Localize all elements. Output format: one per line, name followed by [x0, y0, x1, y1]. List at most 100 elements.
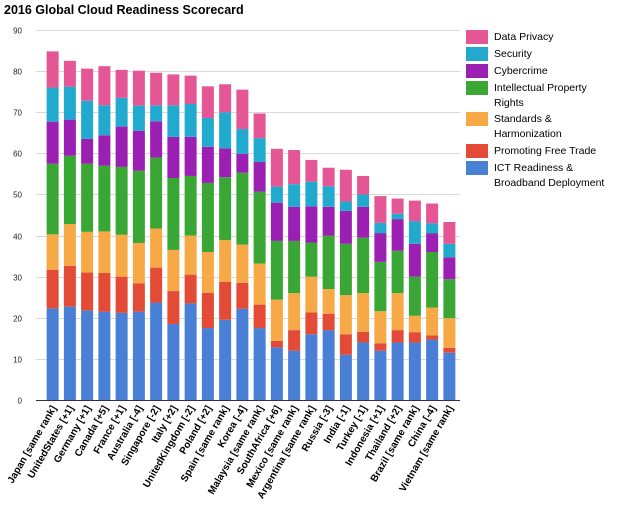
bar-stack — [408, 200, 421, 400]
bar-stack — [167, 74, 180, 400]
bar-stack — [322, 167, 335, 400]
bar-segment — [115, 312, 128, 400]
bar-segment — [98, 231, 111, 273]
legend-item[interactable]: Data Privacy — [466, 30, 554, 44]
bar-stack — [201, 86, 214, 400]
bar-segment — [46, 308, 59, 400]
bar-segment — [63, 155, 76, 225]
bar-segment — [391, 198, 404, 214]
bar-segment — [201, 252, 214, 293]
bar-segment — [219, 84, 232, 113]
bar-segment — [305, 206, 318, 243]
bar-segment — [374, 233, 387, 262]
bar-segment — [167, 136, 180, 178]
y-tick-label: 0 — [18, 397, 23, 406]
bar-segment — [236, 172, 249, 245]
bar-segment — [288, 184, 301, 207]
legend-item[interactable]: ICT Readiness & Broadband Deployment — [466, 161, 604, 189]
legend-label: Rights — [494, 97, 524, 109]
bar-stack — [339, 169, 352, 400]
bar-segment — [426, 233, 439, 252]
bars — [46, 51, 456, 400]
bar-segment — [150, 157, 163, 229]
bar-segment — [63, 306, 76, 400]
bar-segment — [443, 352, 456, 400]
bar-segment — [46, 121, 59, 164]
bar-segment — [219, 177, 232, 241]
legend-item[interactable]: Standards & Harmonization — [466, 112, 562, 140]
bar-segment — [132, 70, 145, 106]
bar-segment — [339, 334, 352, 355]
legend-item[interactable]: Promoting Free Trade — [466, 144, 596, 158]
bar-segment — [201, 292, 214, 329]
bar-segment — [305, 159, 318, 182]
bar-segment — [132, 283, 145, 312]
bar-segment — [443, 243, 456, 258]
bar-stack — [426, 203, 439, 400]
bar-segment — [339, 243, 352, 296]
bar-segment — [201, 182, 214, 252]
bar-stack — [150, 72, 163, 400]
legend-swatch — [466, 144, 488, 158]
legend-item[interactable]: Cybercrime — [466, 64, 548, 78]
bar-segment — [219, 148, 232, 178]
legend-swatch — [466, 64, 488, 78]
bar-segment — [339, 354, 352, 400]
bar-segment — [305, 276, 318, 313]
bar-segment — [391, 342, 404, 400]
bar-segment — [81, 68, 94, 101]
bar-segment — [408, 342, 421, 400]
legend-swatch — [466, 112, 488, 126]
bar-segment — [443, 279, 456, 319]
bar-segment — [201, 117, 214, 147]
bar-segment — [357, 206, 370, 238]
y-tick-label: 50 — [13, 191, 22, 200]
legend-label: Data Privacy — [494, 31, 554, 43]
bar-segment — [98, 66, 111, 106]
bar-segment — [357, 194, 370, 207]
bar-segment — [253, 328, 266, 400]
bar-segment — [184, 175, 197, 236]
legend-label: Cybercrime — [494, 65, 548, 77]
bar-segment — [374, 343, 387, 351]
y-tick-label: 60 — [13, 150, 22, 159]
bar-segment — [288, 240, 301, 294]
bar-segment — [322, 289, 335, 314]
bar-segment — [305, 334, 318, 400]
bar-stack — [391, 198, 404, 400]
bar-segment — [167, 291, 180, 324]
bar-stack — [236, 89, 249, 400]
bar-segment — [305, 312, 318, 335]
bar-segment — [201, 86, 214, 118]
bar-stack — [357, 175, 370, 400]
bar-segment — [184, 104, 197, 137]
bar-segment — [305, 242, 318, 277]
legend-item[interactable]: Security — [466, 47, 533, 61]
bar-segment — [322, 313, 335, 331]
bar-segment — [236, 129, 249, 154]
legend-item[interactable]: Intellectual Property Rights — [466, 81, 588, 109]
bar-segment — [288, 293, 301, 331]
legend[interactable]: Data Privacy Security Cybercrime Intellectu… — [466, 30, 604, 189]
bar-segment — [219, 282, 232, 320]
bar-segment — [357, 175, 370, 195]
bar-segment — [253, 138, 266, 162]
bar-segment — [426, 203, 439, 224]
bar-segment — [270, 299, 283, 341]
legend-label: Harmonization — [494, 128, 562, 140]
bar-segment — [391, 250, 404, 294]
bar-segment — [236, 244, 249, 283]
bar-segment — [81, 163, 94, 232]
bar-segment — [115, 126, 128, 167]
bar-segment — [322, 330, 335, 400]
bar-segment — [408, 200, 421, 222]
bar-segment — [270, 186, 283, 203]
bar-segment — [115, 69, 128, 98]
bar-segment — [426, 339, 439, 400]
bar-segment — [443, 347, 456, 353]
bar-segment — [132, 242, 145, 284]
bar-segment — [201, 328, 214, 400]
legend-label: ICT Readiness & — [494, 162, 573, 174]
bar-segment — [443, 221, 456, 244]
y-tick-label: 80 — [13, 68, 22, 77]
